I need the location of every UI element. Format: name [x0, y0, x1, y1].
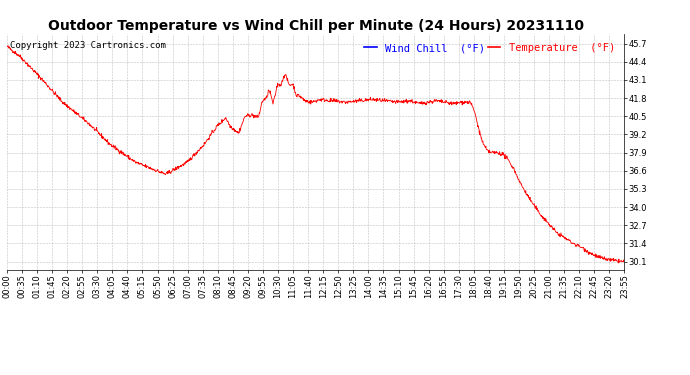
Legend: Wind Chill  (°F), Temperature  (°F): Wind Chill (°F), Temperature (°F): [360, 39, 619, 57]
Title: Outdoor Temperature vs Wind Chill per Minute (24 Hours) 20231110: Outdoor Temperature vs Wind Chill per Mi…: [48, 19, 584, 33]
Text: Copyright 2023 Cartronics.com: Copyright 2023 Cartronics.com: [10, 41, 166, 50]
